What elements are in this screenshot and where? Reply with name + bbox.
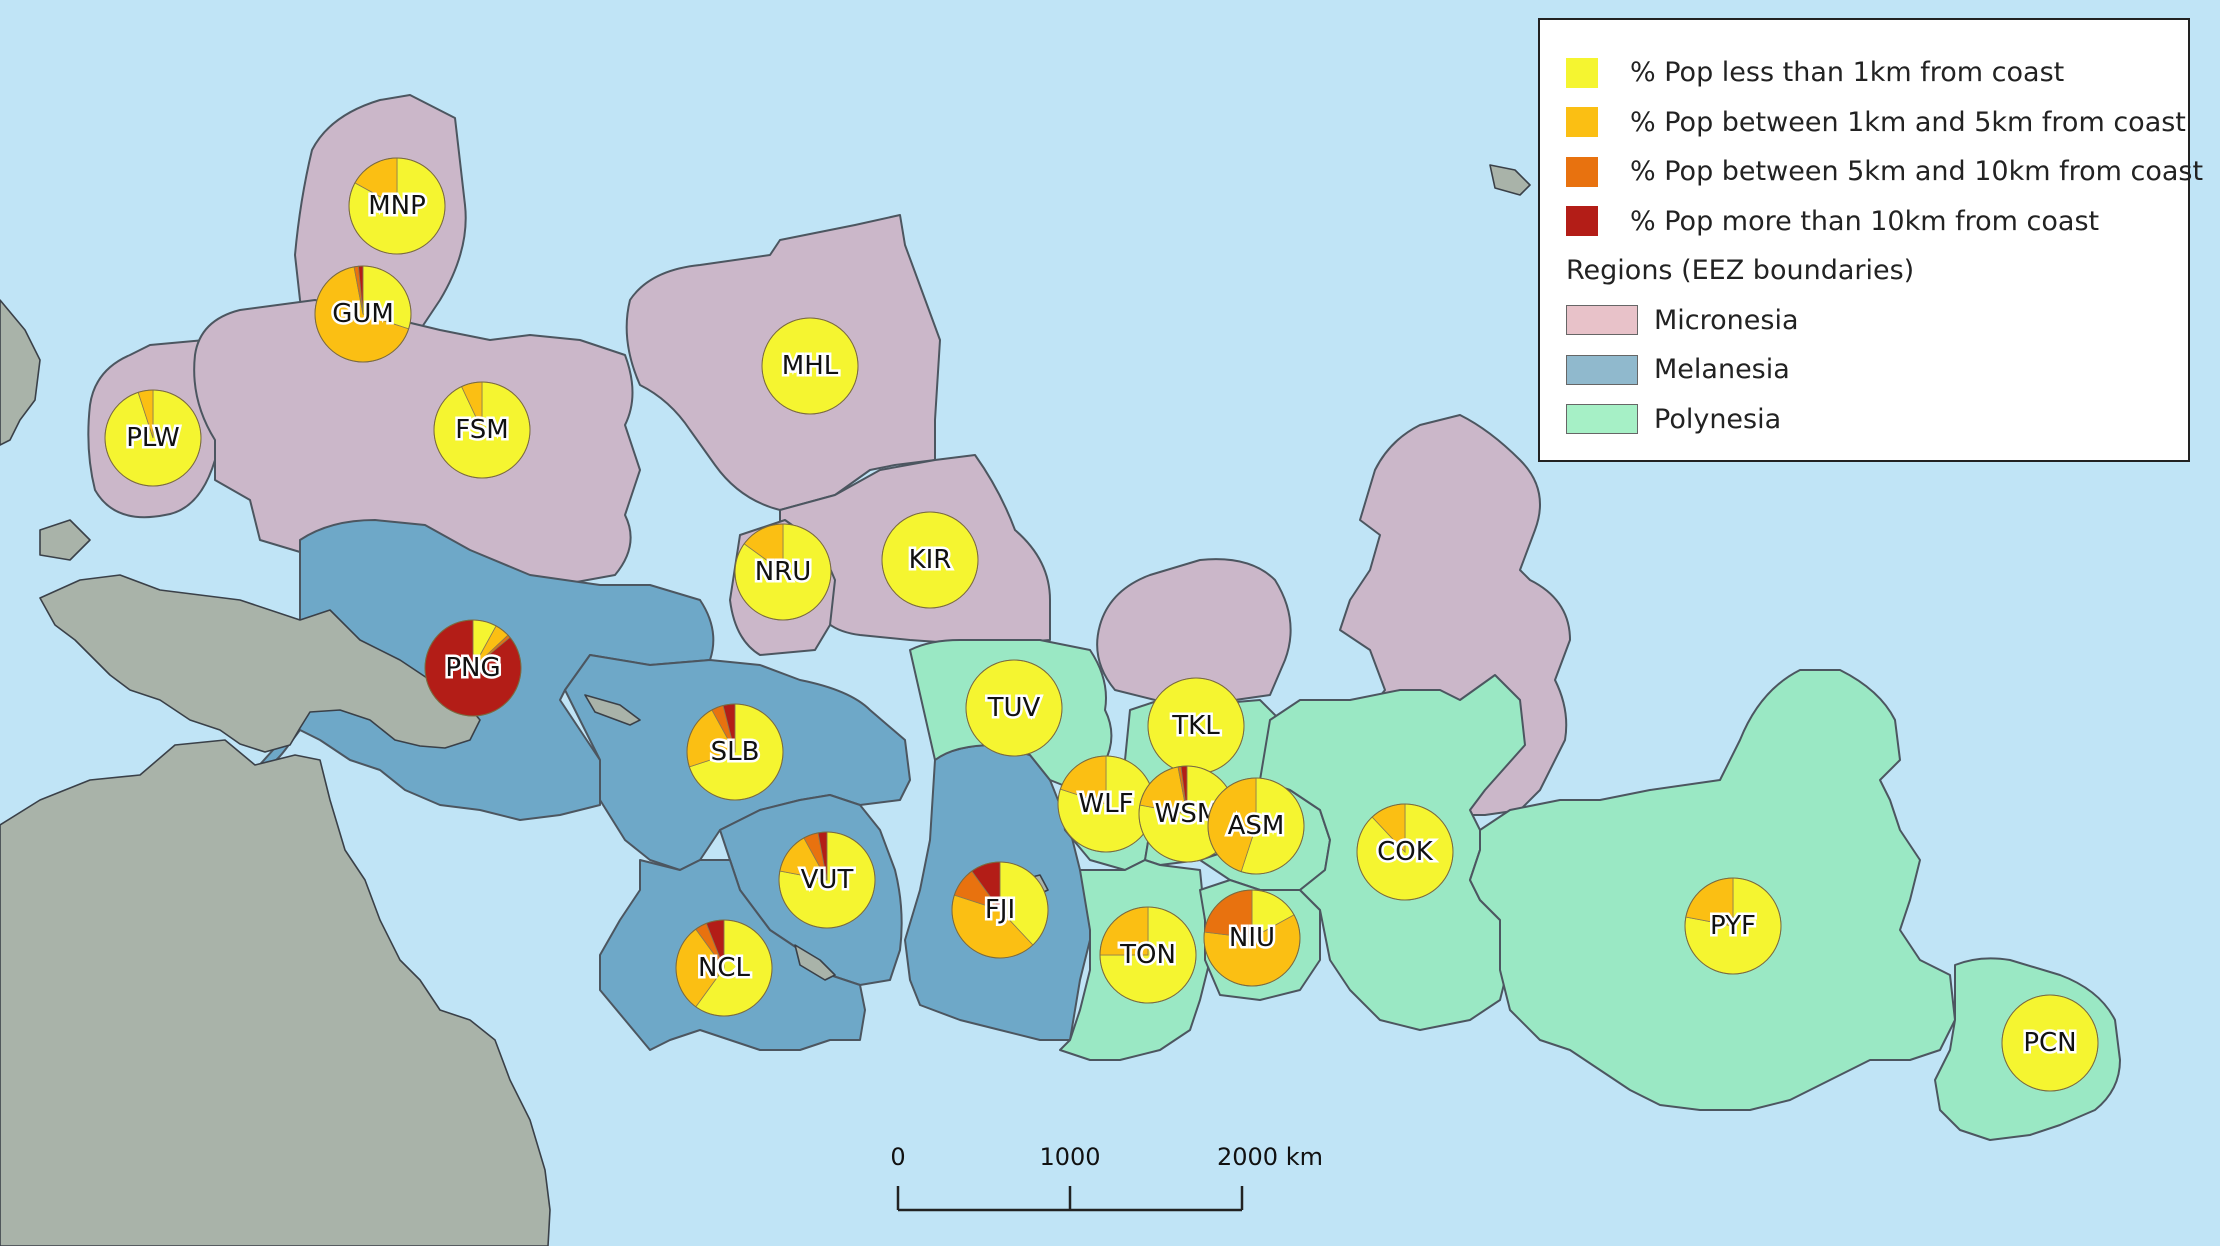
country-label-mhl: MHL bbox=[782, 351, 839, 381]
pie-outline-ton bbox=[1099, 906, 1197, 1004]
country-label-ton: TON bbox=[1119, 940, 1176, 970]
pie-ncl: NCL bbox=[675, 919, 773, 1017]
pie-pyf: PYF bbox=[1684, 877, 1782, 975]
pie-outline-niu bbox=[1203, 889, 1301, 987]
legend-label-polynesia: Polynesia bbox=[1654, 403, 1782, 435]
legend-regions-heading: Regions (EEZ boundaries) bbox=[1566, 255, 1915, 287]
pie-outline-mnp bbox=[348, 157, 446, 255]
legend-swatch-5to10km bbox=[1566, 156, 1598, 187]
pie-fji: FJI bbox=[951, 861, 1049, 959]
country-label-wlf: WLF bbox=[1078, 789, 1133, 819]
pie-vut: VUT bbox=[778, 831, 876, 929]
landmass-moluccas bbox=[39, 519, 91, 561]
legend-label-gt10km: % Pop more than 10km from coast bbox=[1630, 205, 2100, 237]
pie-outline-gum bbox=[314, 265, 412, 363]
country-label-gum: GUM bbox=[332, 299, 394, 329]
landmass-asia-islands bbox=[0, 299, 41, 446]
legend-swatch-lt1km bbox=[1566, 57, 1598, 88]
pie-pcn: PCN bbox=[2001, 994, 2099, 1092]
legend-swatch-polynesia bbox=[1566, 404, 1638, 435]
pie-niu: NIU bbox=[1203, 889, 1301, 987]
pie-mhl: MHL bbox=[761, 317, 859, 415]
pie-mnp: MNP bbox=[348, 157, 446, 255]
legend-row-gt10km: % Pop more than 10km from coast bbox=[1566, 197, 2168, 247]
land bbox=[0, 164, 1531, 1246]
legend-row-micronesia: Micronesia bbox=[1566, 296, 2168, 346]
pie-nru: NRU bbox=[734, 523, 832, 621]
pie-kir: KIR bbox=[881, 511, 979, 609]
legend-swatch-melanesia bbox=[1566, 354, 1638, 385]
pie-outline-mhl bbox=[761, 317, 859, 415]
pie-plw: PLW bbox=[104, 389, 202, 487]
legend: % Pop less than 1km from coast % Pop bet… bbox=[1538, 18, 2203, 462]
pie-outline-fsm bbox=[433, 381, 531, 479]
country-label-kir: KIR bbox=[909, 545, 952, 575]
country-label-pyf: PYF bbox=[1710, 911, 1756, 941]
pie-charts: MNP GUM PLW FSM MHL NRU KIR PNG SLB VUT NCL FJI TUV T… bbox=[104, 157, 2099, 1092]
pie-outline-pcn bbox=[2001, 994, 2099, 1092]
pie-outline-fji bbox=[951, 861, 1049, 959]
pie-outline-plw bbox=[104, 389, 202, 487]
pie-cok: COK bbox=[1356, 803, 1454, 901]
legend-swatch-gt10km bbox=[1566, 206, 1598, 237]
country-label-slb: SLB bbox=[711, 737, 760, 767]
scale-bar-label-2000: 2000 km bbox=[1217, 1143, 1323, 1171]
country-label-cok: COK bbox=[1377, 837, 1434, 867]
pie-wlf: WLF bbox=[1057, 755, 1155, 853]
legend-row-polynesia: Polynesia bbox=[1566, 395, 2168, 445]
scale-bar-label-1000: 1000 bbox=[1039, 1143, 1100, 1171]
legend-label-1to5km: % Pop between 1km and 5km from coast bbox=[1630, 106, 2186, 138]
legend-row-lt1km: % Pop less than 1km from coast bbox=[1566, 48, 2168, 98]
scale-bar: 0 1000 2000 km bbox=[890, 1143, 1323, 1212]
landmass-australia bbox=[0, 739, 551, 1246]
pie-outline-ncl bbox=[675, 919, 773, 1017]
legend-label-melanesia: Melanesia bbox=[1654, 354, 1790, 386]
pie-outline-slb bbox=[686, 703, 784, 801]
country-label-fsm: FSM bbox=[455, 415, 508, 445]
legend-swatch-micronesia bbox=[1566, 305, 1638, 336]
pie-fsm: FSM bbox=[433, 381, 531, 479]
pie-gum: GUM bbox=[314, 265, 412, 363]
legend-row-1to5km: % Pop between 1km and 5km from coast bbox=[1566, 98, 2186, 148]
pie-outline-pyf bbox=[1684, 877, 1782, 975]
pie-outline-kir bbox=[881, 511, 979, 609]
pie-outline-png bbox=[424, 619, 522, 717]
legend-row-5to10km: % Pop between 5km and 10km from coast bbox=[1566, 147, 2203, 197]
pie-outline-nru bbox=[734, 523, 832, 621]
legend-label-micronesia: Micronesia bbox=[1654, 304, 1799, 336]
pie-slb: SLB bbox=[686, 703, 784, 801]
pie-tuv: TUV bbox=[965, 659, 1063, 757]
country-label-tkl: TKL bbox=[1171, 711, 1220, 741]
country-label-nru: NRU bbox=[755, 557, 812, 587]
pie-outline-tuv bbox=[965, 659, 1063, 757]
legend-row-melanesia: Melanesia bbox=[1566, 345, 2168, 395]
country-label-ncl: NCL bbox=[698, 953, 751, 983]
pie-outline-asm bbox=[1207, 777, 1305, 875]
country-label-tuv: TUV bbox=[987, 693, 1041, 723]
scale-bar-label-0: 0 bbox=[890, 1143, 905, 1171]
legend-label-lt1km: % Pop less than 1km from coast bbox=[1630, 57, 2065, 89]
country-label-plw: PLW bbox=[126, 423, 180, 453]
country-label-pcn: PCN bbox=[2023, 1028, 2076, 1058]
country-label-mnp: MNP bbox=[368, 191, 426, 221]
pie-tkl: TKL bbox=[1147, 677, 1245, 775]
landmass-hawaii bbox=[1489, 164, 1531, 196]
pie-outline-cok bbox=[1356, 803, 1454, 901]
country-label-vut: VUT bbox=[801, 865, 854, 895]
pie-ton: TON bbox=[1099, 906, 1197, 1004]
country-label-png: PNG bbox=[445, 653, 500, 683]
country-label-asm: ASM bbox=[1228, 811, 1285, 841]
pie-png: PNG bbox=[424, 619, 522, 717]
pie-asm: ASM bbox=[1207, 777, 1305, 875]
eez-kir-phoenix bbox=[1096, 558, 1292, 706]
landmass-new-guinea bbox=[39, 574, 481, 753]
legend-label-5to10km: % Pop between 5km and 10km from coast bbox=[1630, 156, 2204, 188]
country-label-niu: NIU bbox=[1229, 923, 1275, 953]
landmass-new-caledonia bbox=[794, 944, 836, 981]
landmass-solomon bbox=[584, 694, 641, 726]
pie-outline-vut bbox=[778, 831, 876, 929]
legend-swatch-1to5km bbox=[1566, 107, 1598, 138]
country-label-fji: FJI bbox=[985, 895, 1015, 925]
